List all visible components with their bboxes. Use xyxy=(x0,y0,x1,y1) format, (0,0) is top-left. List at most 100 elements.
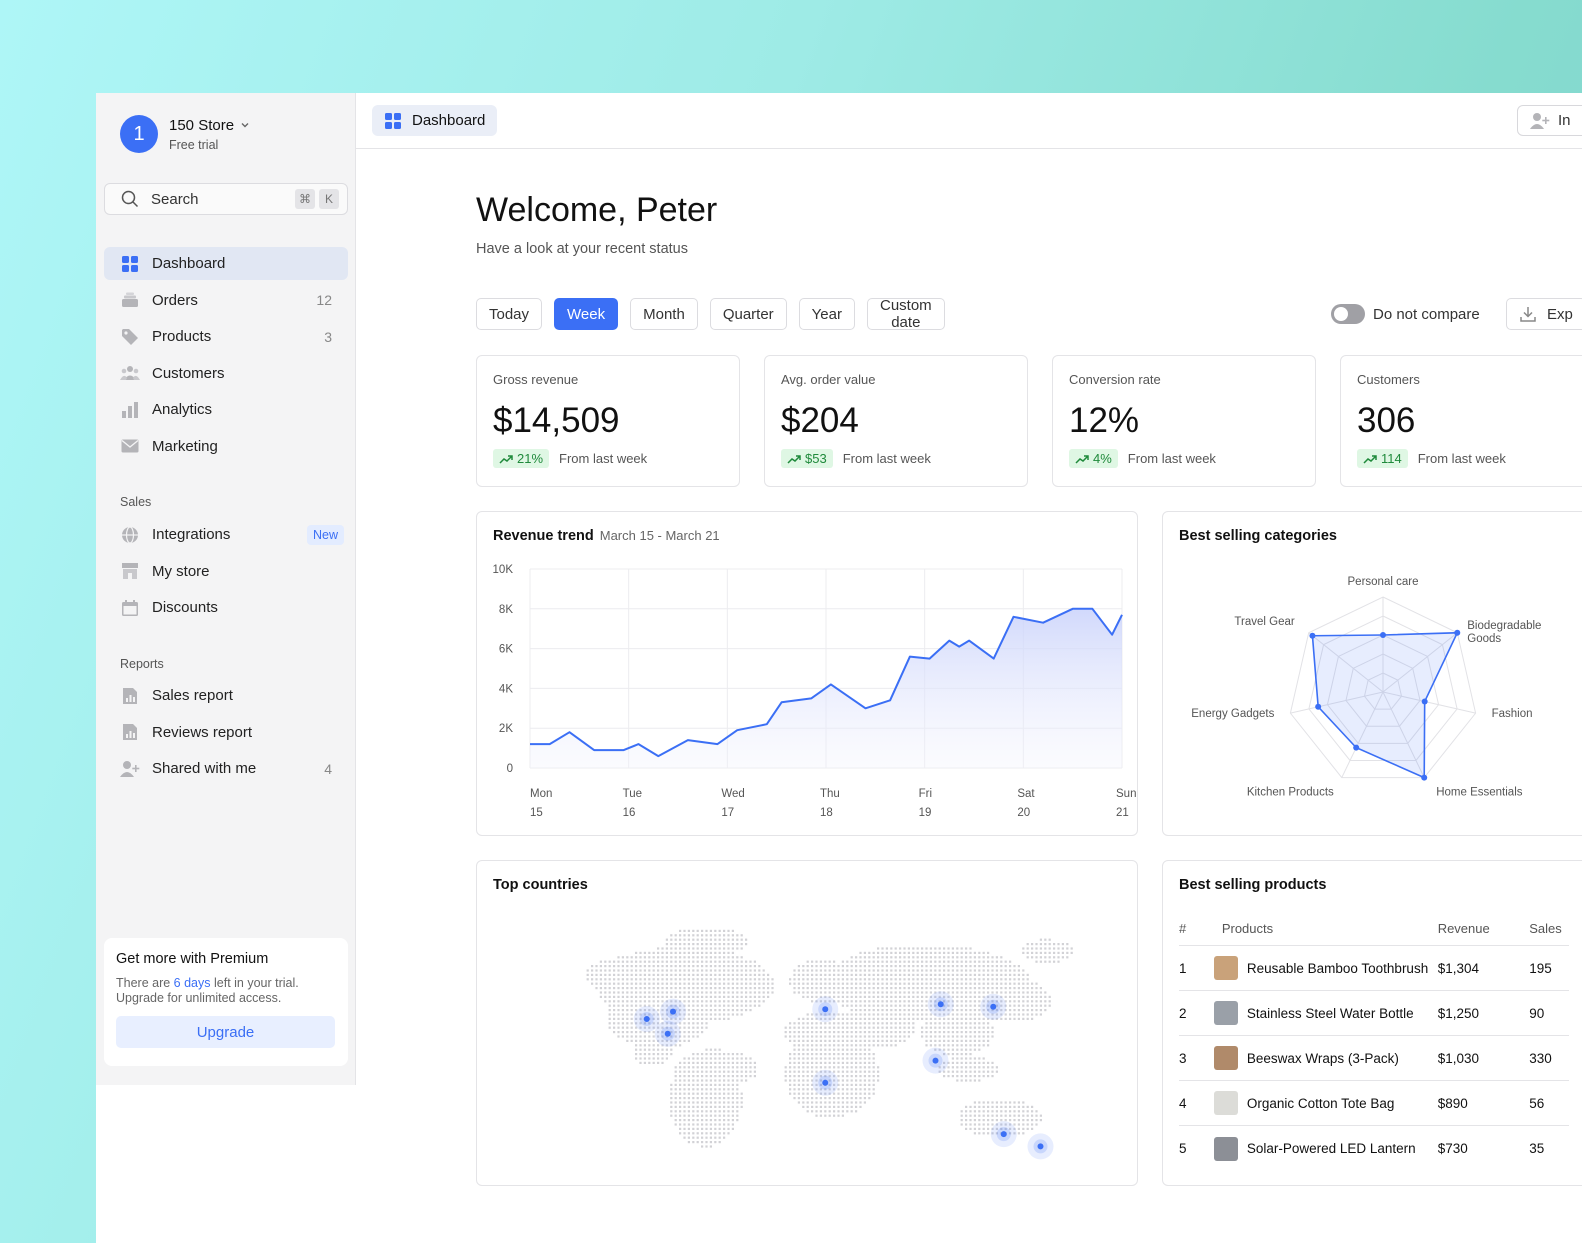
map-dot xyxy=(705,1136,708,1139)
map-dot xyxy=(604,969,607,972)
map-dot xyxy=(793,1088,796,1091)
map-dot xyxy=(1017,995,1020,998)
filter-quarter[interactable]: Quarter xyxy=(709,298,787,330)
filter-month[interactable]: Month xyxy=(630,298,698,330)
map-dot xyxy=(899,1031,902,1034)
invite-button[interactable]: In xyxy=(1517,105,1582,136)
upgrade-button[interactable]: Upgrade xyxy=(116,1016,335,1048)
table-row[interactable]: 5 Solar-Powered LED Lantern $730 35 xyxy=(1179,1126,1569,1171)
table-row[interactable]: 4 Organic Cotton Tote Bag $890 56 xyxy=(1179,1081,1569,1126)
map-dot xyxy=(692,1114,695,1117)
map-dot xyxy=(714,1088,717,1091)
sidebar-item-orders[interactable]: Orders 12 xyxy=(104,284,348,317)
map-dot xyxy=(745,995,748,998)
compare-toggle[interactable]: Do not compare xyxy=(1331,304,1480,324)
toggle-switch[interactable] xyxy=(1331,304,1365,324)
map-dot xyxy=(705,1105,708,1108)
sidebar-item-dashboard[interactable]: Dashboard xyxy=(104,247,348,280)
sidebar-item-marketing[interactable]: Marketing xyxy=(104,430,348,463)
sidebar-item-integrations[interactable]: Integrations New xyxy=(104,518,348,551)
map-dot xyxy=(665,1000,668,1003)
sidebar-item-reviews-report[interactable]: Reviews report xyxy=(104,716,348,749)
map-dot xyxy=(723,1070,726,1073)
filter-custom-date[interactable]: Custom date xyxy=(866,297,945,331)
country-marker[interactable] xyxy=(822,1006,829,1013)
sidebar-item-shared-with-me[interactable]: Shared with me 4 xyxy=(104,752,348,785)
map-dot xyxy=(709,1110,712,1113)
map-dot xyxy=(670,1092,673,1095)
country-marker[interactable] xyxy=(664,1030,671,1037)
map-dot xyxy=(828,1017,831,1020)
orders-icon xyxy=(120,290,140,310)
country-marker[interactable] xyxy=(1037,1143,1044,1150)
map-dot xyxy=(705,995,708,998)
map-dot xyxy=(701,1070,704,1073)
map-dot xyxy=(850,987,853,990)
map-dot xyxy=(978,1132,981,1135)
map-dot xyxy=(951,973,954,976)
store-switcher[interactable]: 1 150 Store Free trial xyxy=(120,115,250,153)
map-dot xyxy=(802,1053,805,1056)
sidebar-item-products[interactable]: Products 3 xyxy=(104,320,348,353)
map-dot xyxy=(626,995,629,998)
country-marker[interactable] xyxy=(643,1016,650,1022)
sidebar-item-analytics[interactable]: Analytics xyxy=(104,393,348,426)
search-input[interactable]: Search ⌘ K xyxy=(104,183,348,215)
table-row[interactable]: 3 Beeswax Wraps (3-Pack) $1,030 330 xyxy=(1179,1036,1569,1081)
filter-year[interactable]: Year xyxy=(798,298,855,330)
map-dot xyxy=(824,969,827,972)
map-dot xyxy=(749,991,752,994)
map-dot xyxy=(833,1017,836,1020)
sidebar-item-my-store[interactable]: My store xyxy=(104,555,348,588)
map-dot xyxy=(705,1057,708,1060)
map-dot xyxy=(648,1053,651,1056)
map-dot xyxy=(859,1101,862,1104)
map-dot xyxy=(674,1039,677,1042)
map-dot xyxy=(899,978,902,981)
map-dot xyxy=(718,1000,721,1003)
country-marker[interactable] xyxy=(990,1003,997,1010)
map-dot xyxy=(727,956,730,959)
map-dot xyxy=(969,1066,972,1069)
map-dot xyxy=(1031,1000,1034,1003)
map-dot xyxy=(965,1079,968,1082)
table-row[interactable]: 1 Reusable Bamboo Toothbrush $1,304 195 xyxy=(1179,946,1569,991)
map-dot xyxy=(890,995,893,998)
map-dot xyxy=(965,1066,968,1069)
filter-today[interactable]: Today xyxy=(476,298,543,330)
map-dot xyxy=(643,960,646,963)
map-dot xyxy=(714,956,717,959)
map-dot xyxy=(753,1070,756,1073)
country-marker[interactable] xyxy=(1000,1131,1007,1138)
table-row[interactable]: 2 Stainless Steel Water Bottle $1,250 90 xyxy=(1179,991,1569,1036)
map-dot xyxy=(1035,1000,1038,1003)
map-dot xyxy=(837,1066,840,1069)
map-dot xyxy=(665,1026,668,1029)
country-marker[interactable] xyxy=(670,1008,676,1015)
sidebar-item-sales-report[interactable]: Sales report xyxy=(104,679,348,712)
country-marker[interactable] xyxy=(822,1079,829,1086)
export-button[interactable]: Exp xyxy=(1506,298,1582,330)
map-dot xyxy=(841,1057,844,1060)
map-dot xyxy=(969,1123,972,1126)
country-marker[interactable] xyxy=(937,1001,944,1008)
map-dot xyxy=(965,1053,968,1056)
compare-label: Do not compare xyxy=(1373,305,1480,323)
tab-dashboard[interactable]: Dashboard xyxy=(372,105,498,136)
map-dot xyxy=(687,1132,690,1135)
map-dot xyxy=(855,965,858,968)
filter-week[interactable]: Week xyxy=(554,298,619,330)
x-tick-day: Thu xyxy=(820,788,840,800)
map-dot xyxy=(943,1009,946,1012)
map-dot xyxy=(661,1061,664,1064)
map-dot xyxy=(978,1004,981,1007)
map-dot xyxy=(802,969,805,972)
map-dot xyxy=(912,1017,915,1020)
map-dot xyxy=(815,1083,818,1086)
country-marker[interactable] xyxy=(932,1057,939,1064)
sidebar-item-customers[interactable]: Customers xyxy=(104,357,348,390)
map-dot xyxy=(723,982,726,985)
map-dot xyxy=(991,982,994,985)
sidebar-item-discounts[interactable]: Discounts xyxy=(104,591,348,624)
map-dot xyxy=(877,1079,880,1082)
